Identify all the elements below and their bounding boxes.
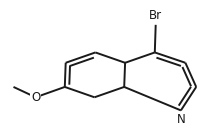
Text: O: O <box>31 91 40 104</box>
Text: Br: Br <box>149 9 162 22</box>
Text: N: N <box>176 113 185 126</box>
Text: O: O <box>31 91 40 104</box>
